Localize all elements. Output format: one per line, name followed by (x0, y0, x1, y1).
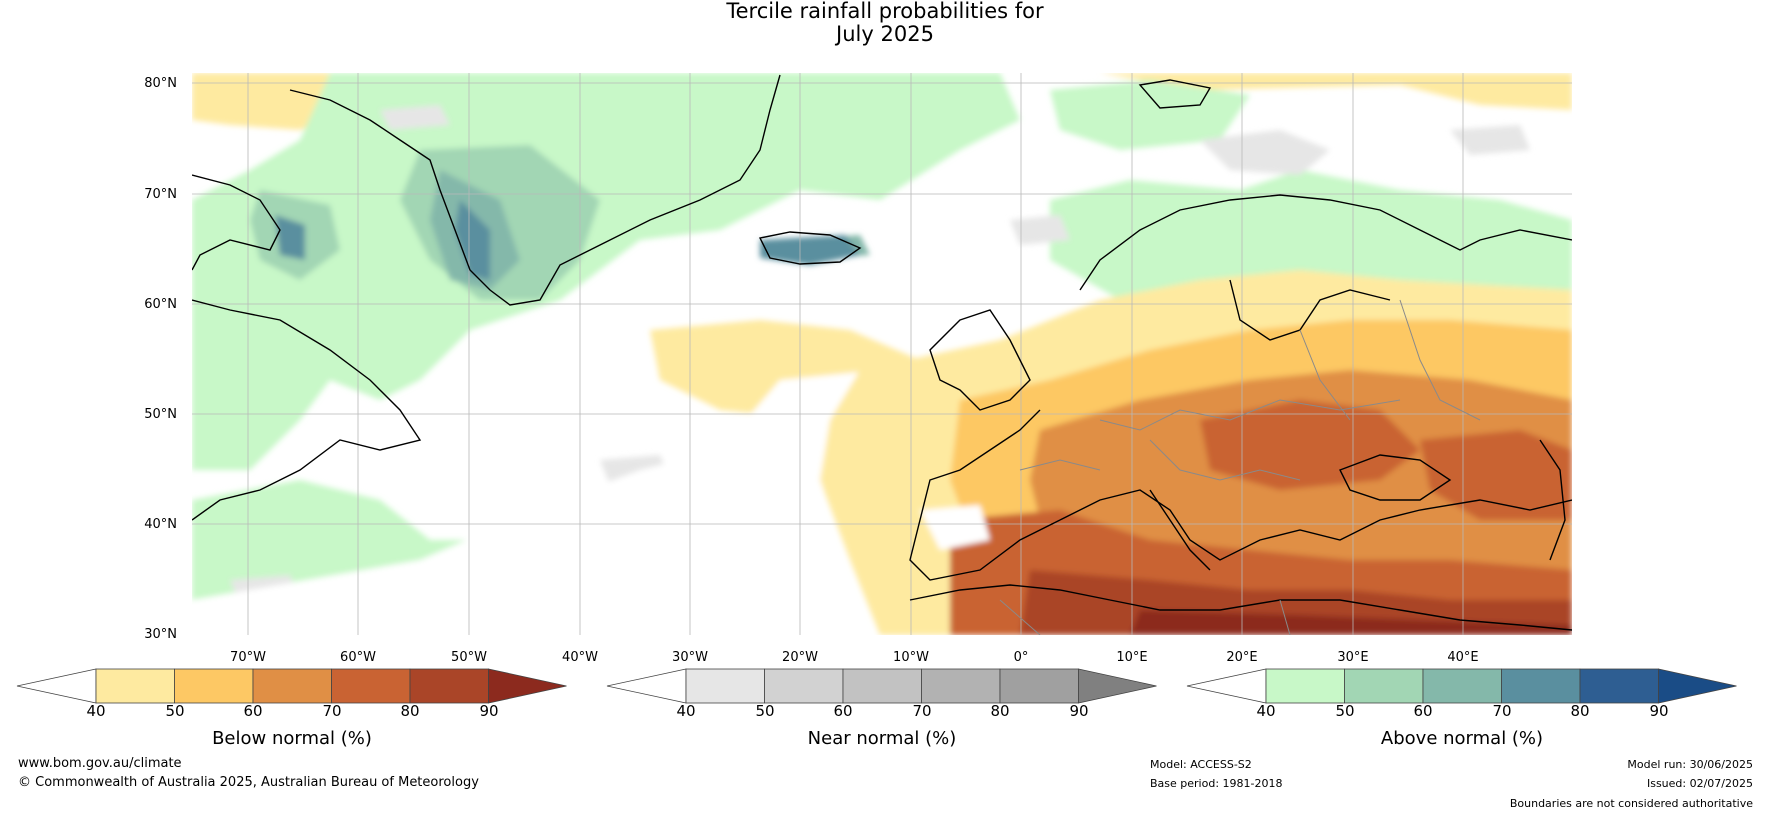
colorbar-above-tick-80: 80 (1570, 702, 1590, 720)
footer-base-period: Base period: 1981-2018 (1150, 777, 1283, 790)
colorbar-above-extend-low (1186, 668, 1267, 704)
greenland-coast (289, 74, 781, 306)
title-line-2: July 2025 (836, 22, 934, 46)
iceland-coast (758, 231, 862, 265)
black-sea (1339, 454, 1452, 501)
colorbar-near-tick-90: 90 (1069, 702, 1089, 720)
map-title: Tercile rainfall probabilities for July … (0, 0, 1770, 46)
colorbar-below-extend-high (488, 668, 567, 704)
colorbar-near-swatch-50-60 (764, 668, 844, 704)
colorbar-near-extend-high (1078, 668, 1157, 704)
footer-issued: Issued: 02/07/2025 (1646, 777, 1753, 790)
italy-coast (1149, 489, 1211, 571)
colorbar-near-swatch-60-70 (842, 668, 922, 704)
lon-label-40w: 40°W (562, 650, 598, 665)
colorbar-near-swatch-80-90 (999, 668, 1079, 704)
colorbar-above-tick-60: 60 (1413, 702, 1433, 720)
colorbar-below-swatch-40-50 (95, 668, 175, 704)
colorbar-near-tick-40: 40 (676, 702, 696, 720)
mediterranean-north (1059, 489, 1572, 561)
lon-label-0: 0° (1013, 650, 1029, 665)
colorbar-below-swatch-60-70 (252, 668, 332, 704)
colorbar-near-tick-50: 50 (755, 702, 775, 720)
graticule (192, 73, 1572, 635)
title-line-1: Tercile rainfall probabilities for (726, 0, 1044, 23)
colorbar-near-tick-60: 60 (833, 702, 853, 720)
colorbar-above-tick-50: 50 (1335, 702, 1355, 720)
british-isles (929, 309, 1031, 411)
lon-label-30e: 30°E (1337, 650, 1369, 665)
rainfall-map (192, 73, 1572, 635)
colorbar-near-swatch-70-80 (921, 668, 1001, 704)
colorbar-below-tick-40: 40 (86, 702, 106, 720)
colorbar-below-tick-90: 90 (479, 702, 499, 720)
colorbar-above-swatch-70-80 (1501, 668, 1581, 704)
colorbar-near-normal (606, 668, 1157, 704)
lon-label-30w: 30°W (672, 650, 708, 665)
colorbar-above-normal (1186, 668, 1737, 704)
colorbar-below-swatch-80-90 (409, 668, 489, 704)
baffin-coast (192, 174, 281, 271)
colorbar-below-swatch-50-60 (174, 668, 254, 704)
colorbar-below-tick-60: 60 (243, 702, 263, 720)
colorbar-near-extend-low (606, 668, 687, 704)
lon-label-60w: 60°W (340, 650, 376, 665)
lat-label-30n: 30°N (144, 627, 177, 642)
lat-label-40n: 40°N (144, 517, 177, 532)
lon-label-10e: 10°E (1116, 650, 1148, 665)
colorbar-below-tick-80: 80 (400, 702, 420, 720)
colorbar-above-tick-90: 90 (1649, 702, 1669, 720)
footer-copyright: © Commonwealth of Australia 2025, Austra… (18, 775, 479, 790)
colorbar-above-swatch-60-70 (1422, 668, 1502, 704)
country-borders (999, 299, 1481, 635)
colorbar-near-title: Near normal (%) (807, 728, 957, 749)
caspian-coast (1539, 439, 1566, 561)
svalbard (1138, 79, 1212, 109)
europe-west-coast (909, 409, 1061, 581)
lat-label-80n: 80°N (144, 76, 177, 91)
lat-label-60n: 60°N (144, 297, 177, 312)
colorbar-above-swatch-80-90 (1579, 668, 1659, 704)
colorbar-below-title: Below normal (%) (212, 728, 372, 749)
lon-label-70w: 70°W (230, 650, 266, 665)
colorbar-below-tick-70: 70 (322, 702, 342, 720)
footer-model: Model: ACCESS-S2 (1150, 758, 1252, 771)
labrador-coast (192, 299, 422, 521)
footer-model-run: Model run: 30/06/2025 (1627, 758, 1753, 771)
scandinavia-coast (1079, 194, 1572, 291)
footer-disclaimer: Boundaries are not considered authoritat… (1509, 797, 1753, 810)
footer-website: www.bom.gov.au/climate (18, 756, 182, 771)
colorbar-below-swatch-70-80 (331, 668, 411, 704)
colorbar-near-tick-70: 70 (912, 702, 932, 720)
lon-label-40e: 40°E (1447, 650, 1479, 665)
colorbar-below-tick-50: 50 (165, 702, 185, 720)
lon-label-20w: 20°W (782, 650, 818, 665)
colorbar-above-tick-70: 70 (1492, 702, 1512, 720)
colorbar-above-title: Above normal (%) (1380, 728, 1544, 749)
lon-label-20e: 20°E (1226, 650, 1258, 665)
lon-label-50w: 50°W (451, 650, 487, 665)
colorbar-above-extend-high (1658, 668, 1737, 704)
colorbar-below-extend-low (16, 668, 97, 704)
colorbar-below-normal (16, 668, 567, 704)
colorbar-near-swatch-40-50 (685, 668, 765, 704)
colorbar-above-swatch-40-50 (1265, 668, 1345, 704)
lat-label-70n: 70°N (144, 187, 177, 202)
lat-label-50n: 50°N (144, 407, 177, 422)
colorbar-near-tick-80: 80 (990, 702, 1010, 720)
colorbar-above-swatch-50-60 (1344, 668, 1424, 704)
north-africa-coast (909, 584, 1572, 631)
colorbar-above-tick-40: 40 (1256, 702, 1276, 720)
lon-label-10w: 10°W (893, 650, 929, 665)
